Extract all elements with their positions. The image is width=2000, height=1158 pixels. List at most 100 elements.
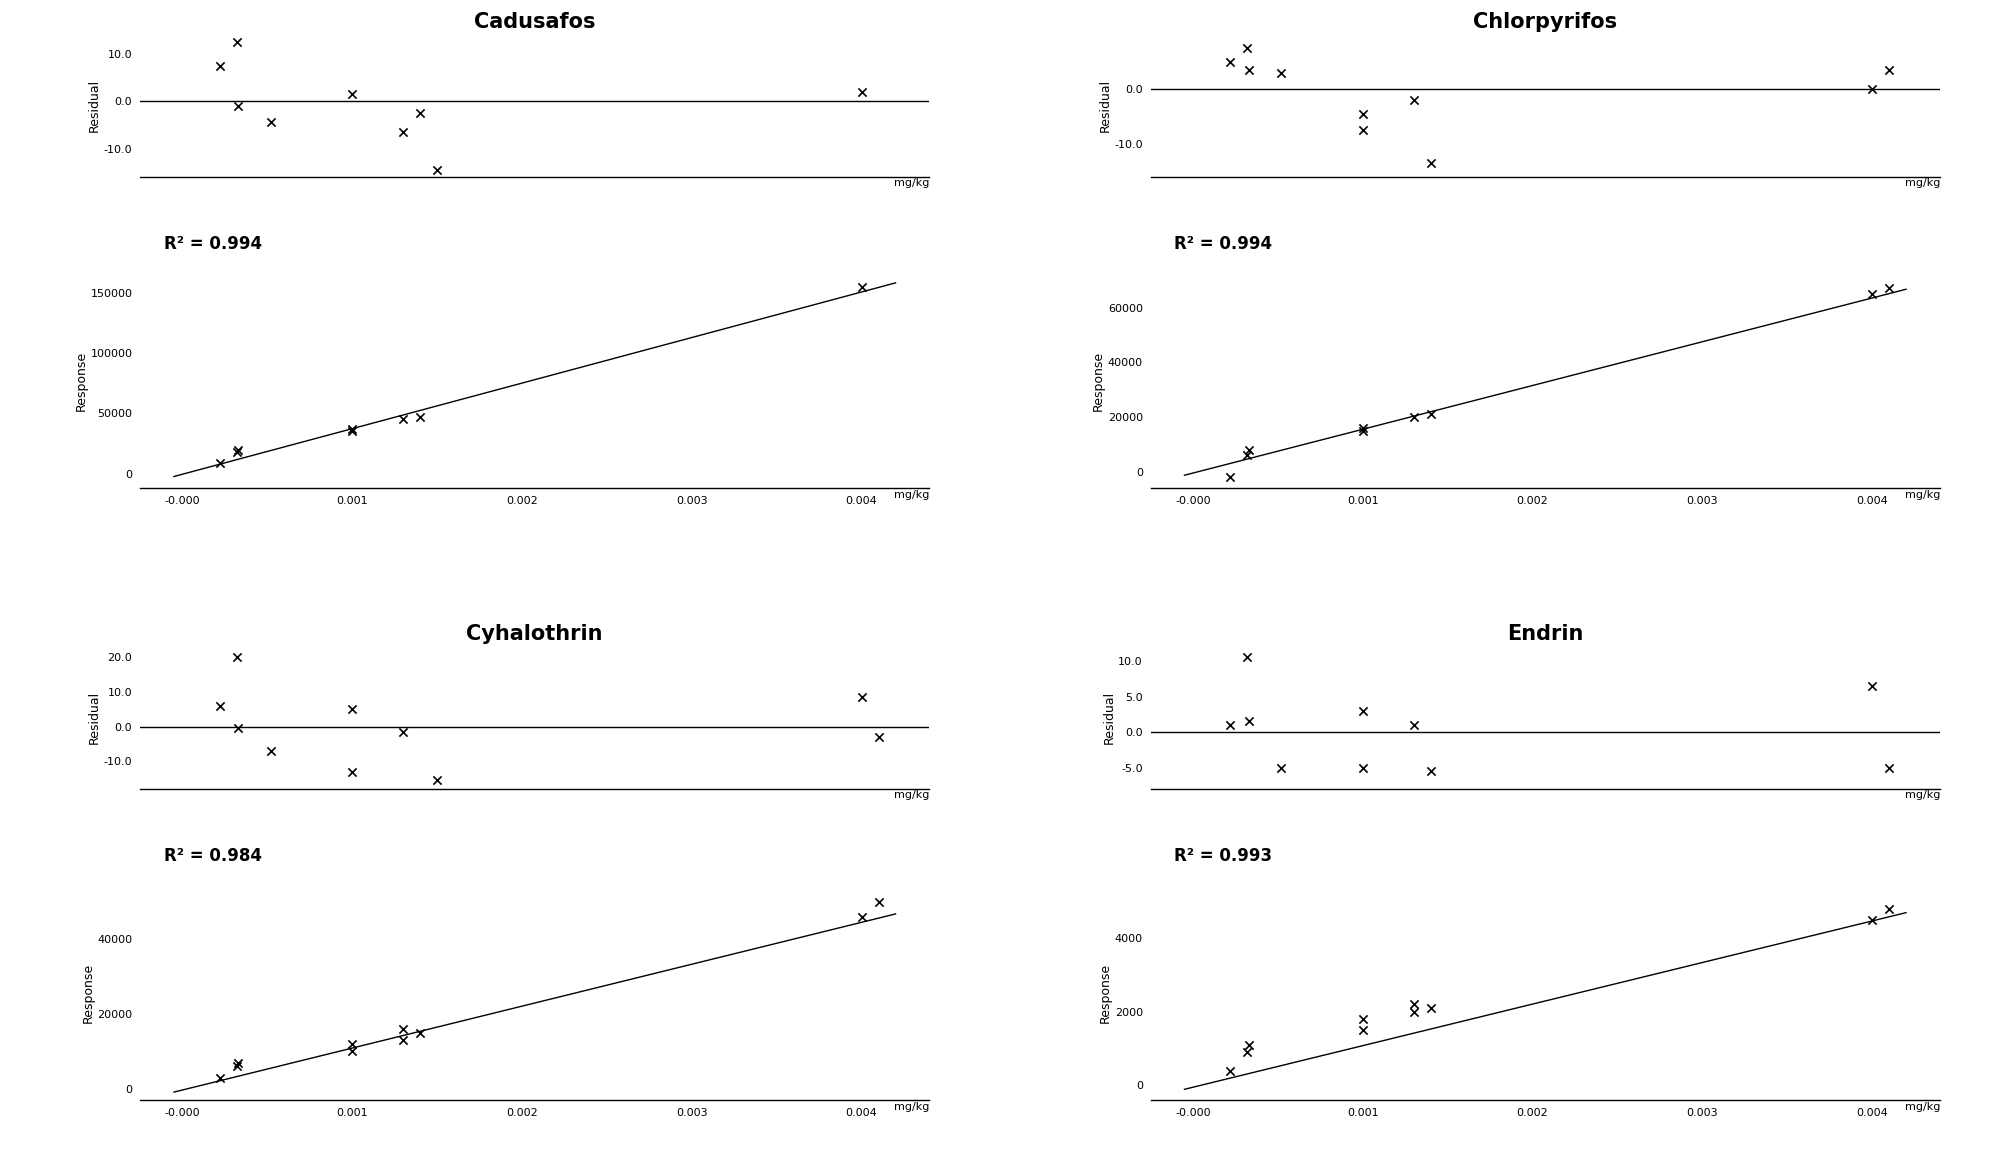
Point bbox=[222, 1054, 254, 1072]
Text: mg/kg: mg/kg bbox=[894, 490, 930, 500]
Point bbox=[1346, 1021, 1378, 1040]
Point bbox=[204, 454, 236, 472]
Point bbox=[1414, 405, 1446, 424]
Point bbox=[388, 1020, 420, 1039]
Point bbox=[1232, 712, 1264, 731]
Point bbox=[1346, 758, 1378, 777]
Text: mg/kg: mg/kg bbox=[894, 178, 930, 189]
Point bbox=[846, 688, 878, 706]
Point bbox=[1346, 1010, 1378, 1028]
Point bbox=[220, 442, 252, 461]
Title: Cadusafos: Cadusafos bbox=[474, 12, 596, 31]
Point bbox=[404, 1024, 436, 1042]
Point bbox=[222, 96, 254, 115]
Point bbox=[1874, 900, 1906, 918]
Point bbox=[220, 647, 252, 666]
Text: mg/kg: mg/kg bbox=[1904, 1102, 1940, 1112]
Point bbox=[336, 762, 368, 780]
Point bbox=[1398, 716, 1430, 734]
Y-axis label: Response: Response bbox=[74, 351, 88, 411]
Point bbox=[204, 57, 236, 75]
Point bbox=[1414, 762, 1446, 780]
Point bbox=[336, 85, 368, 103]
Point bbox=[1232, 39, 1264, 58]
Point bbox=[1874, 758, 1906, 777]
Y-axis label: Response: Response bbox=[1098, 963, 1112, 1024]
Point bbox=[1266, 64, 1298, 82]
Point bbox=[204, 1069, 236, 1087]
Y-axis label: Residual: Residual bbox=[1102, 691, 1116, 745]
Text: mg/kg: mg/kg bbox=[894, 791, 930, 800]
Point bbox=[1856, 285, 1888, 303]
Point bbox=[1398, 995, 1430, 1013]
Point bbox=[1214, 53, 1246, 72]
Text: R² = 0.984: R² = 0.984 bbox=[164, 848, 262, 865]
Point bbox=[222, 719, 254, 738]
Text: mg/kg: mg/kg bbox=[1904, 490, 1940, 500]
Y-axis label: Residual: Residual bbox=[1098, 79, 1112, 132]
Point bbox=[388, 723, 420, 741]
Point bbox=[1214, 468, 1246, 486]
Point bbox=[1346, 122, 1378, 140]
Text: mg/kg: mg/kg bbox=[1904, 178, 1940, 189]
Point bbox=[1856, 910, 1888, 929]
Point bbox=[1398, 408, 1430, 426]
Text: R² = 0.993: R² = 0.993 bbox=[1174, 848, 1272, 865]
Point bbox=[254, 113, 286, 132]
Point bbox=[422, 771, 454, 790]
Point bbox=[1346, 422, 1378, 440]
Point bbox=[1232, 1035, 1264, 1054]
Title: Endrin: Endrin bbox=[1508, 624, 1584, 644]
Point bbox=[1414, 999, 1446, 1018]
Point bbox=[1266, 758, 1298, 777]
Point bbox=[336, 699, 368, 718]
Point bbox=[1346, 702, 1378, 720]
Point bbox=[1232, 1043, 1264, 1062]
Y-axis label: Response: Response bbox=[82, 963, 94, 1024]
Point bbox=[1232, 440, 1264, 459]
Point bbox=[404, 408, 436, 426]
Point bbox=[388, 123, 420, 141]
Text: R² = 0.994: R² = 0.994 bbox=[1174, 235, 1272, 254]
Point bbox=[422, 161, 454, 179]
Point bbox=[336, 423, 368, 441]
Point bbox=[1346, 104, 1378, 123]
Point bbox=[1414, 154, 1446, 173]
Title: Cyhalothrin: Cyhalothrin bbox=[466, 624, 602, 644]
Point bbox=[220, 1057, 252, 1076]
Point bbox=[1232, 648, 1264, 667]
Point bbox=[846, 278, 878, 296]
Point bbox=[1232, 446, 1264, 464]
Point bbox=[862, 893, 894, 911]
Point bbox=[336, 1035, 368, 1054]
Point bbox=[204, 696, 236, 714]
Point bbox=[336, 419, 368, 438]
Point bbox=[1856, 676, 1888, 695]
Title: Chlorpyrifos: Chlorpyrifos bbox=[1474, 12, 1618, 31]
Point bbox=[1398, 1003, 1430, 1021]
Point bbox=[1346, 419, 1378, 438]
Point bbox=[1214, 1062, 1246, 1080]
Point bbox=[1398, 91, 1430, 110]
Text: mg/kg: mg/kg bbox=[894, 1102, 930, 1112]
Point bbox=[1856, 80, 1888, 98]
Point bbox=[1874, 61, 1906, 80]
Point bbox=[846, 82, 878, 101]
Y-axis label: Residual: Residual bbox=[88, 79, 100, 132]
Y-axis label: Residual: Residual bbox=[88, 691, 100, 745]
Y-axis label: Response: Response bbox=[1092, 351, 1104, 411]
Point bbox=[862, 727, 894, 746]
Point bbox=[1232, 61, 1264, 80]
Point bbox=[388, 410, 420, 428]
Point bbox=[1874, 279, 1906, 298]
Point bbox=[220, 32, 252, 51]
Point bbox=[846, 908, 878, 926]
Text: mg/kg: mg/kg bbox=[1904, 791, 1940, 800]
Text: R² = 0.994: R² = 0.994 bbox=[164, 235, 262, 254]
Point bbox=[1214, 716, 1246, 734]
Point bbox=[254, 741, 286, 760]
Point bbox=[388, 1031, 420, 1049]
Point bbox=[404, 104, 436, 123]
Point bbox=[336, 1042, 368, 1061]
Point bbox=[222, 440, 254, 459]
